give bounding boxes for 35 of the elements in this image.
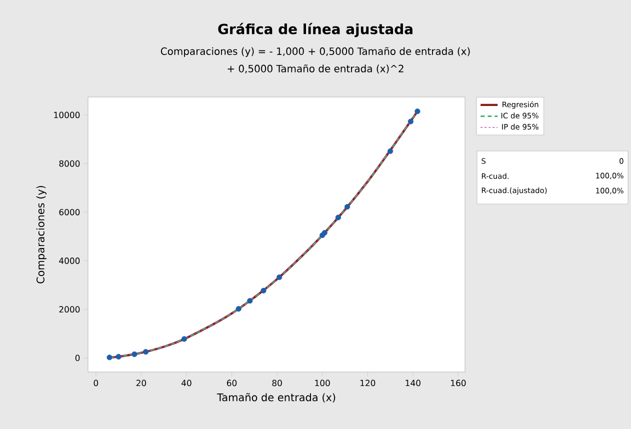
x-tick-label: 160 (451, 380, 466, 386)
text: + 0,5000 Tamaño de entrada (x)^2 (228, 64, 404, 74)
chart-subtitle: Comparaciones (y) = - 1,000 + 0,5000 Tamaño de entrada (x) (160, 47, 470, 57)
x-axis-title: Tamaño de entrada (x) (216, 393, 336, 403)
point (408, 118, 414, 124)
point (236, 306, 242, 312)
y-axis-title: Comparaciones (y) (36, 186, 46, 284)
x-tick-label: 80 (272, 380, 282, 386)
x-tick-label: 60 (226, 380, 237, 386)
point (414, 108, 420, 114)
point (132, 351, 138, 358)
point (276, 274, 282, 280)
x-tick-label: 0 (94, 380, 98, 386)
point (260, 288, 266, 294)
point (335, 214, 342, 220)
point (106, 354, 112, 360)
y-tick-label: 4000 (59, 258, 80, 264)
y-tick-label: 6000 (59, 208, 80, 216)
y-tick-label: 10000 (54, 112, 80, 118)
x-tick-label: 140 (406, 380, 420, 386)
point (344, 204, 350, 210)
chart-title: Gráfica de línea ajustada (218, 22, 412, 38)
x-tick-label: 100 (315, 380, 330, 386)
point (142, 349, 149, 355)
point (116, 354, 122, 360)
x-tick-label: 40 (182, 380, 192, 386)
point (322, 230, 328, 236)
x-tick-label: 20 (136, 380, 146, 386)
point (387, 148, 394, 154)
y-tick-label: 2000 (59, 306, 80, 313)
y-tick-label: 8000 (59, 160, 80, 167)
x-tick-label: 120 (360, 380, 376, 386)
y-tick-label: 0 (75, 354, 80, 362)
point (181, 336, 188, 342)
point (247, 298, 253, 304)
